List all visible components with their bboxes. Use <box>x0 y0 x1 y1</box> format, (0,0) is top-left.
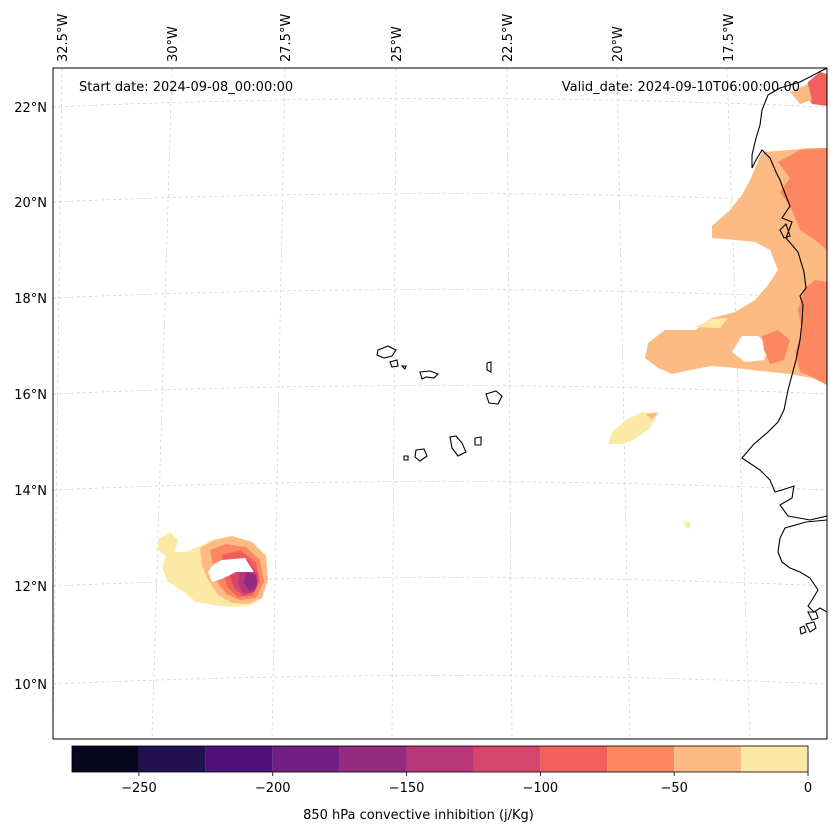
colorbar-ticks: −250 −200 −150 −100 −50 0 <box>121 772 812 796</box>
colorbar-segment-8 <box>607 746 675 772</box>
cin-coast-mid-3 <box>762 330 790 364</box>
cin-storm-core <box>244 572 257 591</box>
colorbar-segment-7 <box>540 746 608 772</box>
colorbar-tick-label: −50 <box>660 781 687 796</box>
island-santiago <box>449 435 467 457</box>
meridian-20w <box>616 68 631 739</box>
lon-label-32-5w: 32.5°W <box>56 14 71 62</box>
island-santa-luzia <box>400 365 407 371</box>
colorbar-segment-6 <box>473 746 541 772</box>
map-background <box>53 68 827 739</box>
cin-storm-hole <box>208 558 254 582</box>
lon-label-30w: 30°W <box>166 26 181 62</box>
lat-label-16n: 16°N <box>14 388 47 403</box>
coastlines <box>376 68 827 635</box>
island-sao-vicente <box>389 359 399 368</box>
lat-label-14n: 14°N <box>14 484 47 499</box>
cin-coast-hole <box>732 336 770 362</box>
colorbar-segment-1 <box>138 746 206 772</box>
colorbar-title: 850 hPa convective inhibition (j/Kg) <box>303 808 534 823</box>
bijagos-islands <box>799 611 819 635</box>
colorbar-tick-label: −250 <box>121 781 157 796</box>
parallel-16n <box>53 385 827 395</box>
meridian-27-5w <box>271 68 286 739</box>
parallel-14n <box>53 481 827 491</box>
colorbar-segment-0 <box>72 746 139 772</box>
meridian-17-5w <box>726 68 751 739</box>
parallel-22n <box>53 98 827 108</box>
colorbar-tick-label: 0 <box>804 781 812 796</box>
lon-label-27-5w: 27.5°W <box>279 14 294 62</box>
colorbar-segment-3 <box>272 746 340 772</box>
island-sao-nicolau <box>419 370 439 380</box>
parallel-18n <box>53 289 827 299</box>
parallel-12n <box>53 577 827 587</box>
parallel-10n <box>53 675 827 685</box>
cin-field-disturbance <box>158 532 268 607</box>
longitude-labels: 32.5°W 30°W 27.5°W 25°W 22.5°W 20°W 17.5… <box>56 14 737 62</box>
meridian-22-5w <box>506 68 513 739</box>
valid-date-label: Valid_date: 2024-09-10T06:00:00.00 <box>562 80 800 95</box>
start-date-label: Start date: 2024-09-08_00:00:00 <box>79 80 293 95</box>
colorbar-tick-label: −200 <box>255 781 291 796</box>
colorbar: −250 −200 −150 −100 −50 0 <box>71 745 812 796</box>
island-sal <box>486 361 492 373</box>
cin-coast-light <box>645 148 827 385</box>
colorbar-tick-label: −150 <box>389 781 425 796</box>
cin-patch-small <box>608 412 658 444</box>
bay-detail <box>779 222 791 239</box>
lon-label-22-5w: 22.5°W <box>501 14 516 62</box>
colorbar-segment-5 <box>406 746 474 772</box>
graticule <box>53 68 827 739</box>
meridian-25w <box>391 68 397 739</box>
map-frame <box>52 67 828 740</box>
cin-coast-hole-edge <box>695 318 728 328</box>
lon-label-17-5w: 17.5°W <box>722 14 737 62</box>
colorbar-segments <box>72 746 808 772</box>
island-fogo <box>414 448 428 462</box>
island-boa-vista <box>485 390 503 405</box>
lon-label-20w: 20°W <box>611 26 626 62</box>
cin-coast-mid <box>778 148 827 250</box>
cin-coast-light-top <box>790 84 812 104</box>
colorbar-segment-9 <box>674 746 742 772</box>
lon-label-25w: 25°W <box>390 26 405 62</box>
west-africa-coastline <box>741 68 827 521</box>
cin-dot <box>684 522 690 529</box>
lat-label-20n: 20°N <box>14 196 47 211</box>
lat-label-12n: 12°N <box>14 580 47 595</box>
island-maio <box>474 436 482 446</box>
colorbar-tick-label: −100 <box>523 781 559 796</box>
island-santo-antao <box>376 345 397 359</box>
lat-label-10n: 10°N <box>14 678 47 693</box>
meridian-30w <box>151 68 173 739</box>
colorbar-segment-4 <box>339 746 407 772</box>
lat-label-18n: 18°N <box>14 292 47 307</box>
colorbar-segment-2 <box>205 746 273 772</box>
meridian-32-5w <box>53 68 63 739</box>
cin-patch-small-edge <box>646 412 658 420</box>
lat-label-22n: 22°N <box>14 101 47 116</box>
latitude-labels: 22°N 20°N 18°N 16°N 14°N 12°N 10°N <box>14 101 47 693</box>
parallel-20n <box>53 193 827 203</box>
island-brava <box>403 455 409 461</box>
colorbar-frame <box>71 745 809 773</box>
colorbar-segment-10 <box>741 746 808 772</box>
guinea-coastline <box>777 519 827 613</box>
